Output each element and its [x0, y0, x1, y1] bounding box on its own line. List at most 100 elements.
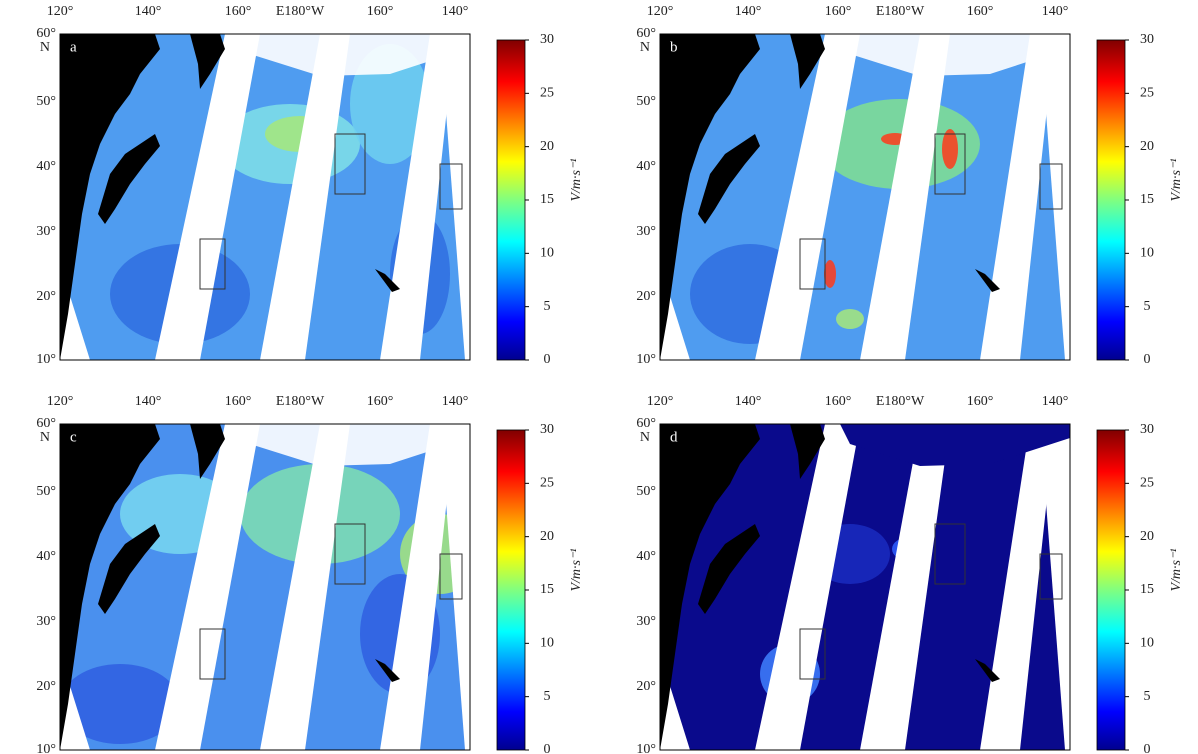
land: [660, 34, 760, 360]
lon-label: 120°: [47, 4, 74, 19]
swath-gap: [240, 34, 470, 76]
map-frame: [659, 33, 1071, 361]
colorbar-tick-label: 30: [540, 422, 554, 437]
lon-label: 140°: [1042, 4, 1069, 19]
land: [698, 524, 760, 614]
colorbar-tick-label: 0: [544, 742, 551, 754]
study-box: [934, 523, 966, 585]
lat-label: 40°: [636, 159, 656, 174]
colorbar-label: V/m·s⁻¹: [569, 548, 584, 591]
colorbar: [1096, 429, 1126, 751]
colorbar-label: V/m·s⁻¹: [569, 158, 584, 201]
swath-gap: [755, 424, 860, 750]
colorbar-tick-label: 25: [540, 476, 554, 491]
colorbar-tick-label: 10: [1140, 636, 1154, 651]
colorbar-tick-label: 20: [540, 139, 554, 154]
swath-gap: [980, 424, 1055, 750]
panel-letter: a: [70, 39, 77, 55]
lat-label: 10°: [36, 742, 56, 754]
lat-unit: N: [40, 40, 50, 55]
lon-label: 160°: [225, 4, 252, 19]
colorbar-tick-label: 15: [1140, 582, 1154, 597]
swath-gap: [860, 424, 950, 750]
lon-label: 140°: [735, 394, 762, 409]
lat-label: 10°: [636, 742, 656, 754]
colorbar-tick-label: 20: [1140, 139, 1154, 154]
swath-gap: [380, 424, 455, 750]
colorbar-tick-label: 10: [1140, 246, 1154, 261]
colorbar-label: V/m·s⁻¹: [1169, 548, 1184, 591]
lat-label: 60°: [636, 416, 656, 431]
swath-gap: [840, 34, 1070, 76]
lon-label: 140°: [442, 394, 469, 409]
map: [660, 34, 1070, 360]
colorbar-tick-label: 30: [1140, 422, 1154, 437]
lon-label: 160°: [967, 4, 994, 19]
land: [660, 424, 760, 750]
lat-label: 20°: [636, 289, 656, 304]
lon-label: 120°: [47, 394, 74, 409]
lon-label: 140°: [735, 4, 762, 19]
colorbar-tick-label: 10: [540, 246, 554, 261]
swath-gap: [755, 34, 860, 360]
lon-label: E180°W: [876, 4, 925, 19]
lat-label: 50°: [36, 484, 56, 499]
land: [190, 34, 225, 89]
swath-gap: [980, 34, 1055, 360]
lat-label: 10°: [36, 352, 56, 367]
wind-region: [824, 260, 836, 288]
colorbar-tick-label: 5: [544, 689, 551, 704]
land: [975, 659, 1000, 682]
study-box: [334, 523, 366, 585]
map-panel: c 120° 140° 160° E180°W 160° 140° 60° 50° 40° 30° 2…: [36, 394, 584, 754]
colorbar: [1096, 39, 1126, 361]
colorbar-tick-label: 0: [1144, 742, 1151, 754]
map-panel: d 120° 140° 160° E180°W 160° 140° 60° 50° 40° 30° 2…: [636, 394, 1184, 754]
study-box: [1039, 553, 1063, 600]
map: [660, 424, 1070, 750]
colorbar-tick-label: 5: [1144, 299, 1151, 314]
land: [190, 424, 225, 479]
lon-label: 160°: [825, 394, 852, 409]
map-panel: a 120° 140° 160° E180°W 160° 140° 60° 50° 40° 30° 2…: [36, 4, 584, 367]
colorbar-tick-label: 30: [540, 32, 554, 47]
lon-label: 160°: [825, 4, 852, 19]
panel-letter: c: [70, 429, 77, 445]
study-box: [934, 133, 966, 195]
swath-gap: [840, 424, 1070, 466]
lon-label: 120°: [647, 394, 674, 409]
land: [790, 424, 825, 479]
lon-label: 160°: [367, 4, 394, 19]
lat-label: 30°: [36, 614, 56, 629]
swath-gap: [1040, 34, 1070, 360]
swath-gap: [860, 34, 950, 360]
study-box: [439, 553, 463, 600]
study-box: [799, 628, 826, 680]
colorbar-tick-label: 5: [1144, 689, 1151, 704]
colorbar-tick-label: 15: [540, 582, 554, 597]
study-box: [199, 628, 226, 680]
swath-gap: [155, 34, 260, 360]
colorbar: [496, 39, 526, 361]
colorbar-tick-label: 20: [540, 529, 554, 544]
map-frame: [59, 33, 471, 361]
lon-label: 120°: [647, 4, 674, 19]
colorbar-tick-label: 0: [544, 352, 551, 367]
swath-gap: [440, 424, 470, 750]
lat-unit: N: [40, 430, 50, 445]
land: [698, 134, 760, 224]
colorbar-tick-label: 10: [540, 636, 554, 651]
swath-gap: [260, 34, 350, 360]
lon-label: 140°: [135, 4, 162, 19]
colorbar-tick-label: 15: [1140, 192, 1154, 207]
lat-label: 10°: [636, 352, 656, 367]
colorbar-tick-label: 25: [1140, 86, 1154, 101]
colorbar-tick-label: 25: [540, 86, 554, 101]
lon-label: E180°W: [276, 394, 325, 409]
lat-label: 40°: [36, 159, 56, 174]
lat-label: 50°: [636, 94, 656, 109]
colorbar-tick-label: 15: [540, 192, 554, 207]
study-box: [1039, 163, 1063, 210]
study-box: [439, 163, 463, 210]
